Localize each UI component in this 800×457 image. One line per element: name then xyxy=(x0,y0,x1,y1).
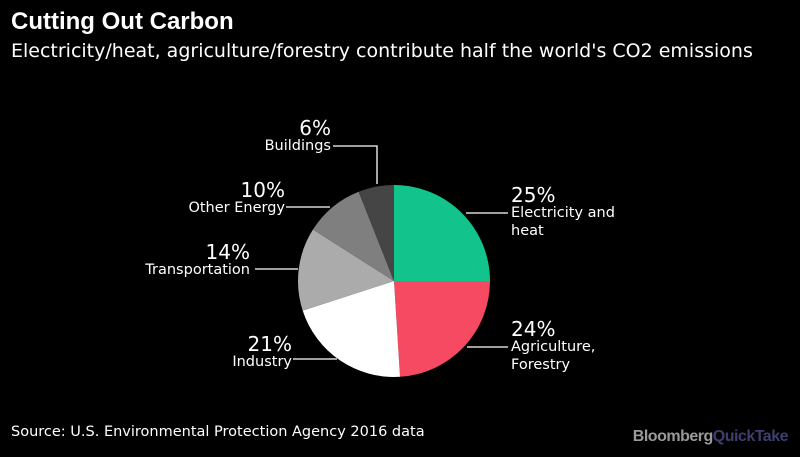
category-label: Other Energy xyxy=(188,200,285,216)
slice-label-electricity: 25% Electricity and heat xyxy=(511,183,615,240)
category-label: Forestry xyxy=(511,357,571,373)
slice-label-agriculture: 24% Agriculture, Forestry xyxy=(511,317,596,374)
slice-label-buildings: 6% Buildings xyxy=(264,116,331,155)
slice-label-other-energy: 10% Other Energy xyxy=(188,178,285,217)
logo-product: QuickTake xyxy=(712,428,789,445)
value-label: 6% xyxy=(299,116,331,140)
chart-title: Cutting Out Carbon xyxy=(11,8,234,35)
value-label: 10% xyxy=(240,178,285,202)
logo-brand: Bloomberg xyxy=(632,428,713,445)
slice-label-industry: 21% Industry xyxy=(232,332,292,371)
value-label: 25% xyxy=(511,183,556,207)
pie-slice-buildings xyxy=(358,185,394,281)
chart-subtitle: Electricity/heat, agriculture/forestry c… xyxy=(11,40,753,62)
pie-slice-transportation xyxy=(298,229,394,311)
category-label: Industry xyxy=(232,354,292,370)
category-label: Agriculture, xyxy=(511,339,596,355)
category-label: heat xyxy=(511,223,544,239)
category-label: Buildings xyxy=(264,138,331,154)
value-label: 21% xyxy=(247,332,292,356)
pie-slice-electricity-and-heat xyxy=(394,185,490,281)
value-label: 14% xyxy=(205,240,250,264)
pie-slice-industry xyxy=(302,281,401,378)
pie-slice-other-energy xyxy=(312,191,394,281)
pie-slice-agriculture-forestry xyxy=(394,281,490,377)
value-label: 24% xyxy=(511,317,556,341)
bloomberg-quicktake-logo: BloombergQuickTake xyxy=(632,428,789,446)
category-label: Electricity and xyxy=(511,205,615,221)
slice-label-transportation: 14% Transportation xyxy=(145,240,250,279)
source-note: Source: U.S. Environmental Protection Ag… xyxy=(11,424,425,440)
category-label: Transportation xyxy=(145,262,250,278)
leader-line-buildings xyxy=(333,145,378,184)
